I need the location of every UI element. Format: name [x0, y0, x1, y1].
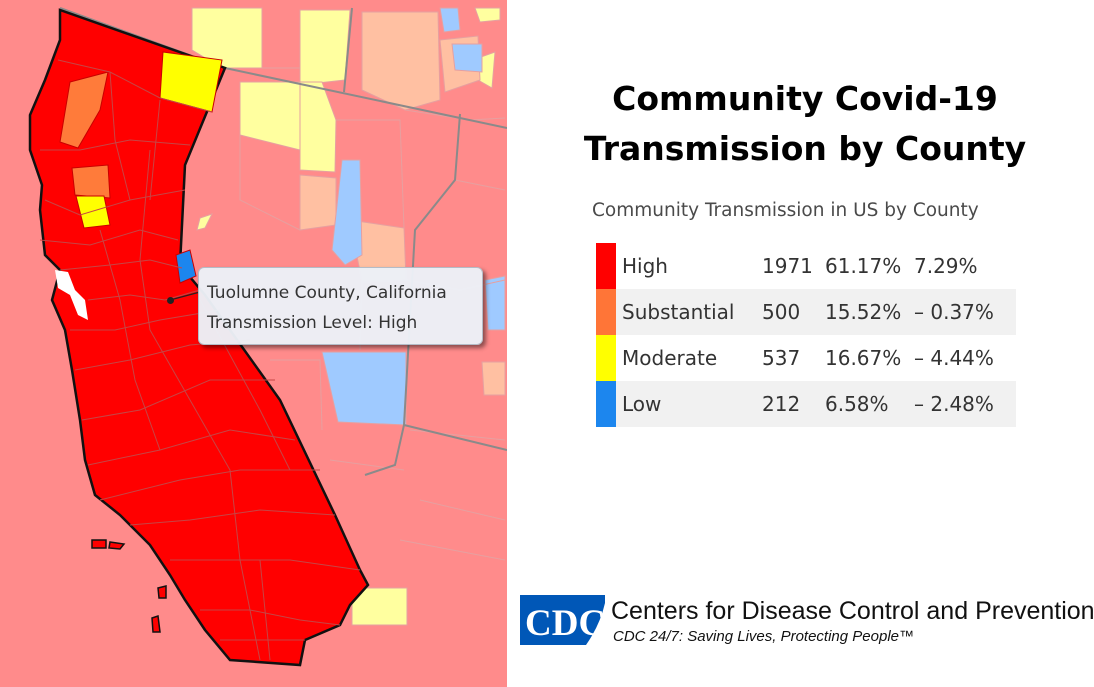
ca-county-moderate[interactable] — [75, 195, 111, 229]
legend-change: 7.29% — [914, 254, 978, 278]
county-tooltip: Tuolumne County, California Transmission… — [198, 267, 483, 345]
legend-row-substantial: Substantial 500 15.52% – 0.37% — [596, 289, 1016, 335]
cdc-logo-background — [520, 595, 605, 645]
legend-percent: 61.17% — [825, 254, 902, 278]
tooltip-county-name: Tuolumne County, California — [207, 283, 447, 303]
county-substantial[interactable] — [299, 174, 337, 231]
cdc-name: Centers for Disease Control and Preventi… — [611, 597, 1094, 625]
nevada-county-moderate[interactable] — [196, 213, 213, 231]
oregon-county-moderate[interactable] — [474, 7, 501, 23]
ca-county-substantial[interactable] — [59, 71, 109, 149]
title-line-1: Community Covid-19 — [612, 79, 998, 118]
ca-county-substantial[interactable] — [71, 164, 111, 199]
legend-row-moderate: Moderate 537 16.67% – 4.44% — [596, 335, 1016, 381]
county-low[interactable] — [331, 159, 363, 266]
title-line-2: Transmission by County — [583, 129, 1027, 168]
legend-table: High 1971 61.17% 7.29% Substantial 500 1… — [596, 243, 1016, 427]
legend-swatch-high — [596, 243, 616, 289]
legend-change: – 0.37% — [914, 289, 1016, 335]
legend-count: 537 — [762, 346, 801, 370]
san-francisco-bay — [55, 270, 88, 320]
county-low[interactable] — [484, 275, 506, 331]
channel-island — [91, 539, 107, 549]
legend-change: – 2.48% — [914, 381, 1016, 427]
oregon-county-moderate[interactable] — [299, 9, 351, 86]
legend-row-low: Low 212 6.58% – 2.48% — [596, 381, 1016, 427]
legend-percent: 16.67% — [825, 346, 902, 370]
county-low[interactable] — [451, 43, 483, 73]
nevada-county-moderate[interactable] — [351, 587, 408, 626]
cdc-logo-text: CDC — [525, 603, 605, 644]
cdc-logo: CDC — [520, 595, 605, 645]
county-low[interactable] — [439, 7, 461, 33]
tooltip-transmission-level: Transmission Level: High — [207, 313, 418, 333]
legend-swatch-low — [596, 381, 616, 427]
legend-level-label: Substantial — [616, 289, 762, 335]
channel-island — [108, 541, 126, 550]
legend-title: Community Transmission in US by County — [592, 200, 979, 221]
legend-percent: 15.52% — [825, 289, 914, 335]
legend-count: 212 — [762, 381, 825, 427]
cdc-logo-swoosh — [586, 603, 605, 645]
county-substantial[interactable] — [361, 11, 441, 111]
legend-swatch-moderate — [596, 335, 616, 381]
legend-percent: 6.58% — [825, 381, 914, 427]
legend-level-label: Moderate — [622, 346, 718, 370]
california-county-lines — [39, 59, 361, 661]
legend-swatch-substantial — [596, 289, 616, 335]
tooltip-anchor-dot — [167, 297, 174, 304]
legend-change: – 4.44% — [914, 346, 994, 370]
legend-row-high: High 1971 61.17% 7.29% — [596, 243, 1016, 289]
legend-level-label: Low — [616, 381, 762, 427]
ca-county-low[interactable] — [175, 249, 197, 284]
legend-count: 500 — [762, 289, 825, 335]
legend-count: 1971 — [762, 254, 813, 278]
legend-level-label: High — [622, 254, 668, 278]
cdc-tagline: CDC 24/7: Saving Lives, Protecting Peopl… — [613, 628, 914, 645]
channel-island — [151, 614, 161, 633]
county-substantial[interactable] — [481, 361, 506, 396]
page-title: Community Covid-19 Transmission by Count… — [560, 74, 1050, 174]
tooltip-leader-line — [170, 291, 201, 301]
channel-island — [157, 585, 167, 599]
